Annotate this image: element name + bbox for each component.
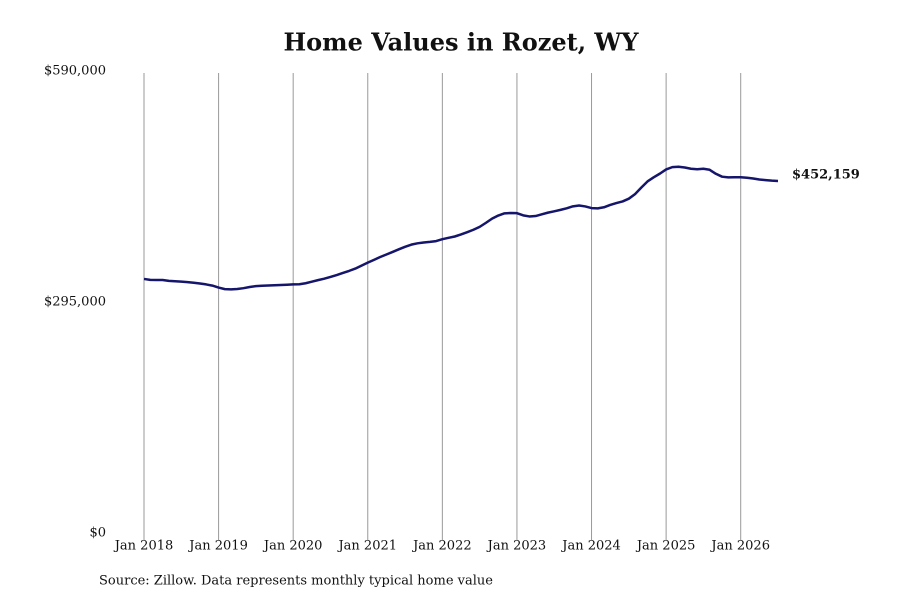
x-tick-label: Jan 2025 [635, 539, 696, 554]
source-note: Source: Zillow. Data represents monthly … [99, 574, 493, 589]
x-tick-label: Jan 2018 [113, 539, 174, 554]
line [143, 165, 779, 291]
y-tick-label: $0 [89, 526, 106, 541]
x-tick-label: Jan 2019 [187, 539, 248, 554]
x-tick-label: Jan 2020 [262, 539, 323, 554]
x-tick-label: Jan 2024 [560, 539, 621, 554]
chart-title: Home Values in Rozet, WY [283, 28, 639, 57]
x-tick-label: Jan 2026 [709, 539, 770, 554]
x-tick-label: Jan 2023 [486, 539, 547, 554]
y-tick-label: $590,000 [44, 64, 106, 79]
x-tick-label: Jan 2021 [336, 539, 397, 554]
y-tick-label: $295,000 [44, 295, 106, 310]
value-label: $452,159 [792, 167, 860, 182]
x-tick-label: Jan 2022 [411, 539, 472, 554]
